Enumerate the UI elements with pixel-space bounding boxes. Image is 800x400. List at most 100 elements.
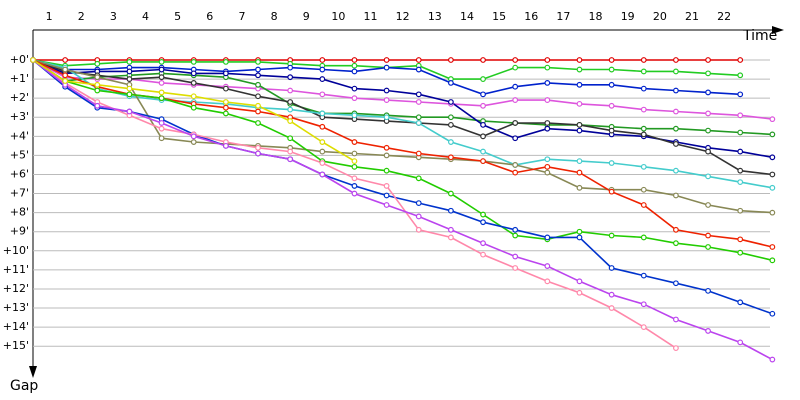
point bbox=[512, 226, 519, 233]
point bbox=[737, 57, 744, 63]
y-tick-label: +10' bbox=[3, 244, 29, 257]
x-tick-label: 11 bbox=[364, 10, 378, 23]
point bbox=[190, 139, 197, 145]
point bbox=[447, 79, 454, 86]
point bbox=[351, 85, 358, 92]
point bbox=[94, 87, 101, 94]
x-axis-label: Time bbox=[742, 28, 777, 44]
point bbox=[447, 139, 454, 145]
series-line bbox=[32, 59, 773, 159]
point bbox=[222, 85, 229, 92]
point bbox=[62, 72, 69, 79]
point bbox=[640, 125, 647, 132]
point bbox=[383, 152, 390, 159]
point bbox=[769, 244, 776, 250]
point bbox=[705, 89, 711, 96]
point bbox=[640, 163, 647, 170]
point bbox=[608, 305, 615, 311]
point bbox=[351, 158, 358, 165]
point bbox=[608, 265, 615, 271]
point bbox=[512, 83, 519, 90]
series-line bbox=[32, 59, 773, 176]
point bbox=[158, 120, 165, 126]
point bbox=[576, 278, 583, 285]
series-line bbox=[32, 59, 773, 315]
y-tick-label: +1' bbox=[10, 72, 29, 85]
point bbox=[190, 79, 197, 86]
point bbox=[222, 104, 229, 111]
point bbox=[769, 184, 776, 191]
point bbox=[576, 228, 583, 235]
point bbox=[512, 64, 519, 71]
series-line bbox=[32, 59, 773, 189]
point bbox=[673, 226, 679, 233]
point bbox=[544, 169, 551, 176]
point bbox=[415, 175, 422, 182]
point bbox=[222, 59, 229, 65]
series-line bbox=[32, 59, 773, 136]
point bbox=[480, 76, 486, 82]
point bbox=[190, 70, 197, 77]
y-tick-label: +0' bbox=[10, 53, 29, 66]
point bbox=[769, 116, 776, 123]
x-tick-label: 20 bbox=[653, 10, 667, 23]
point bbox=[287, 118, 294, 124]
point bbox=[512, 265, 519, 271]
point bbox=[544, 263, 551, 269]
point bbox=[447, 121, 454, 128]
point bbox=[608, 291, 615, 298]
point bbox=[673, 280, 679, 287]
point bbox=[319, 110, 326, 117]
point bbox=[673, 167, 679, 174]
y-tick-label: +3' bbox=[10, 110, 29, 123]
point bbox=[640, 234, 647, 241]
point bbox=[222, 110, 229, 117]
point bbox=[705, 57, 711, 63]
point bbox=[383, 144, 390, 151]
point bbox=[576, 121, 583, 128]
point bbox=[512, 57, 519, 63]
point bbox=[544, 156, 551, 163]
x-tick-label: 22 bbox=[717, 10, 731, 23]
point bbox=[447, 154, 454, 161]
point bbox=[319, 123, 326, 130]
x-tick-label: 5 bbox=[174, 10, 181, 23]
point bbox=[351, 175, 358, 182]
point bbox=[512, 169, 519, 176]
point bbox=[480, 158, 486, 165]
point bbox=[447, 57, 454, 63]
point bbox=[576, 127, 583, 134]
point bbox=[351, 68, 358, 75]
point bbox=[415, 66, 422, 73]
point bbox=[769, 131, 776, 138]
point bbox=[737, 129, 744, 136]
point bbox=[383, 202, 390, 208]
point bbox=[351, 150, 358, 157]
point bbox=[383, 183, 390, 189]
point bbox=[576, 184, 583, 191]
point bbox=[94, 81, 101, 88]
point bbox=[62, 78, 69, 84]
point bbox=[255, 59, 261, 65]
point bbox=[640, 186, 647, 193]
point bbox=[255, 66, 261, 73]
point bbox=[415, 226, 422, 233]
point bbox=[287, 156, 294, 163]
point bbox=[640, 301, 647, 308]
point bbox=[512, 162, 519, 168]
point bbox=[544, 97, 551, 103]
point bbox=[544, 234, 551, 241]
y-tick-label: +9' bbox=[10, 225, 29, 238]
point bbox=[705, 328, 711, 334]
point bbox=[94, 102, 101, 109]
point bbox=[287, 87, 294, 94]
point bbox=[608, 160, 615, 166]
point bbox=[319, 91, 326, 98]
point bbox=[640, 85, 647, 92]
y-axis-arrow bbox=[29, 366, 37, 378]
point bbox=[737, 167, 744, 174]
point bbox=[480, 211, 486, 218]
point bbox=[769, 257, 776, 264]
point bbox=[255, 120, 261, 126]
